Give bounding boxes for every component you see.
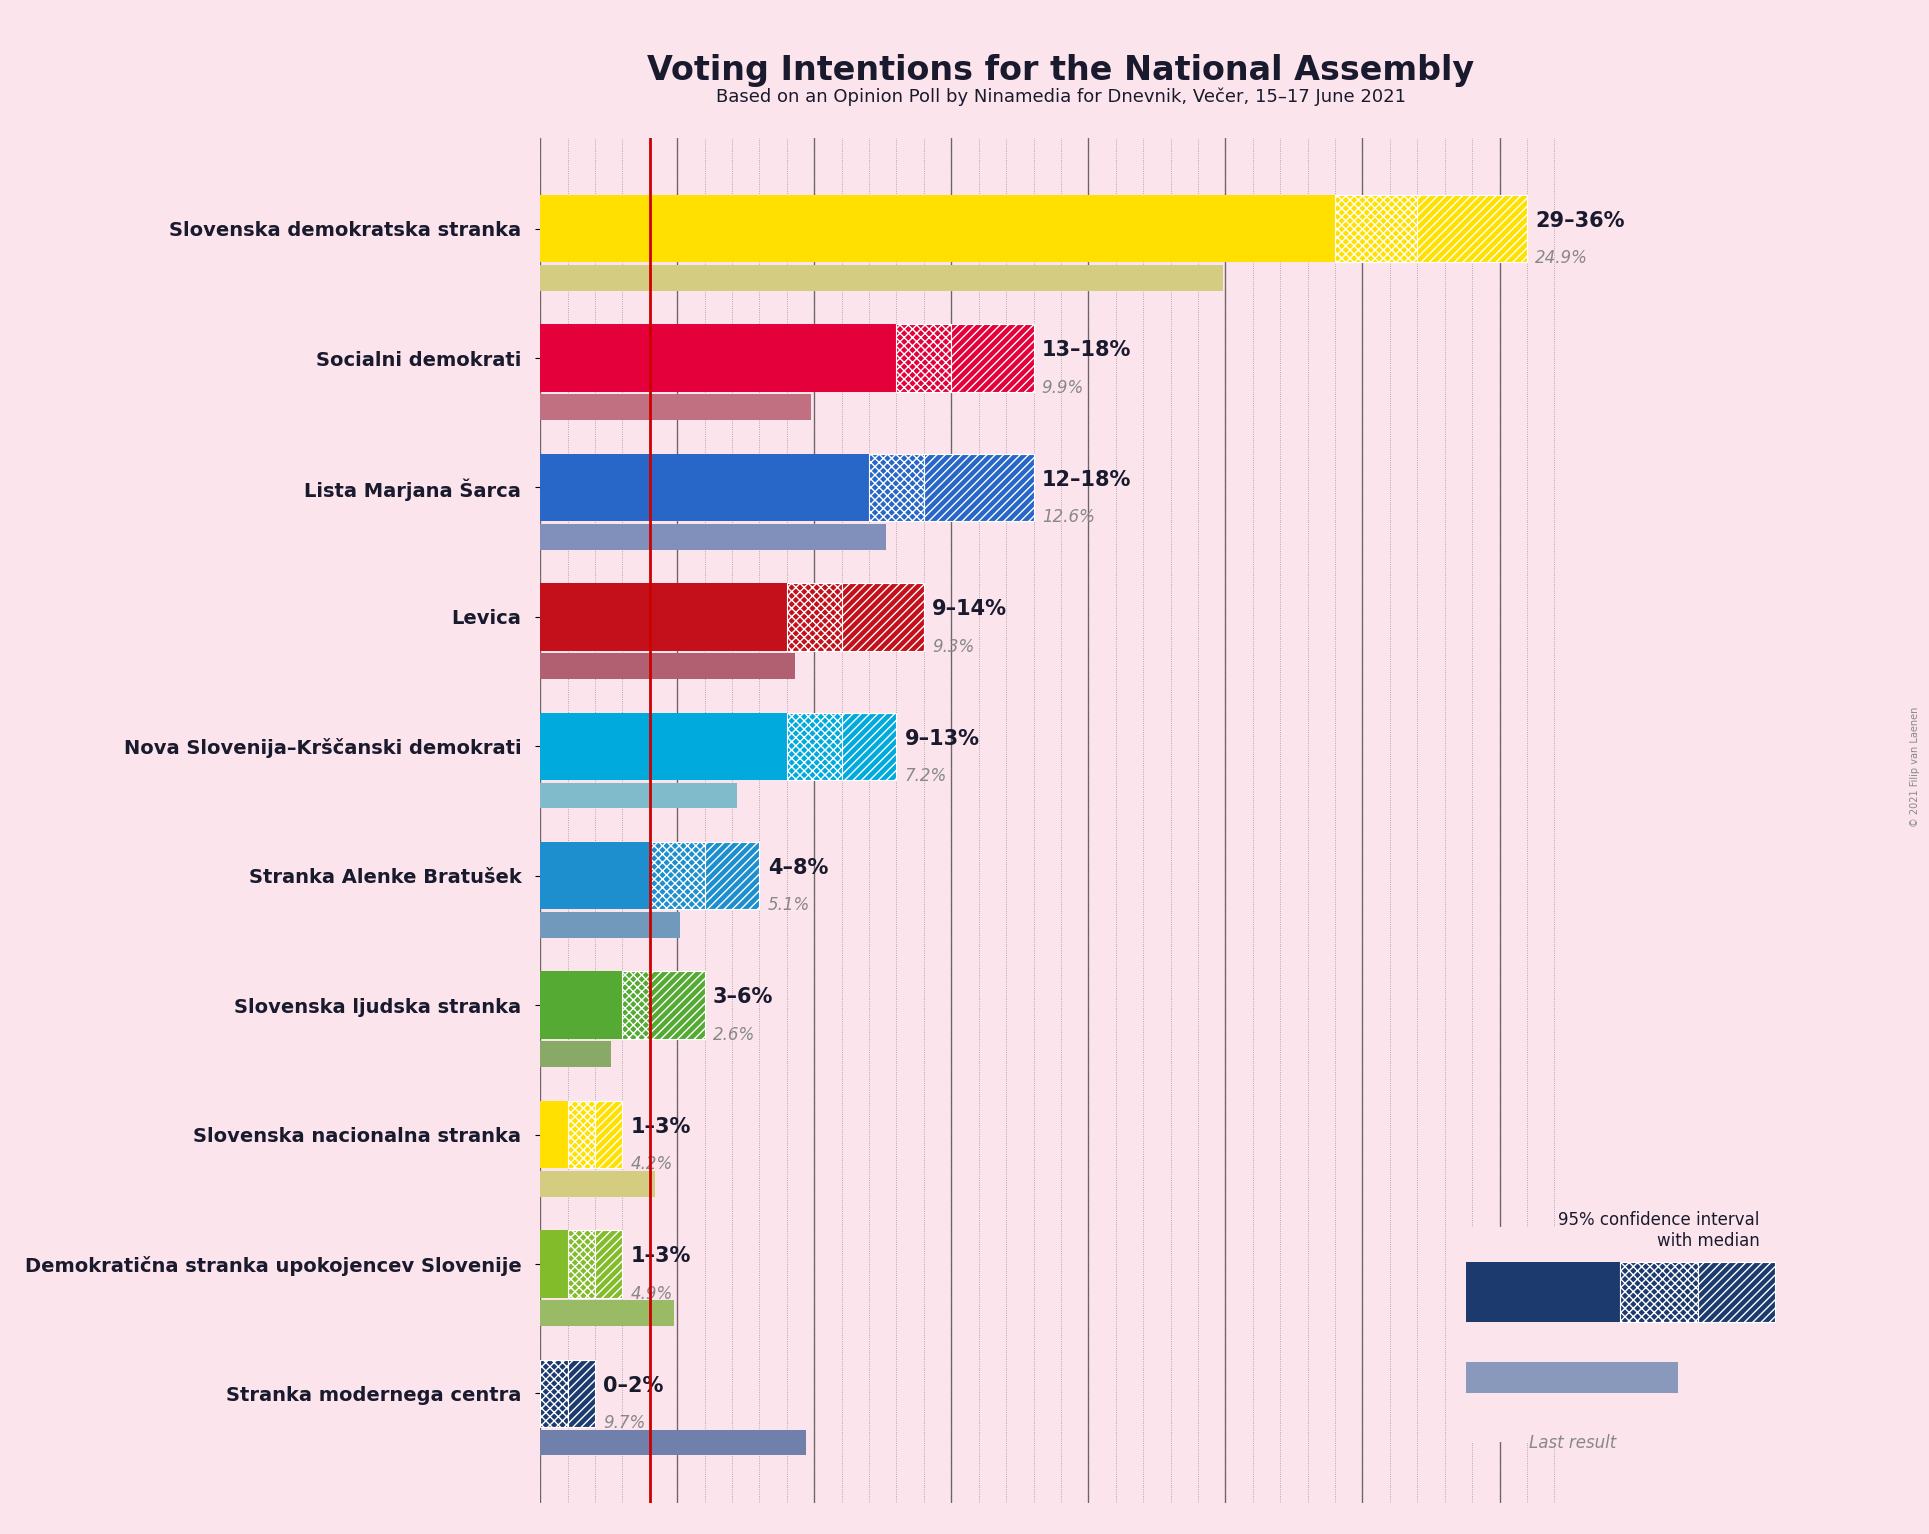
Bar [650,842,704,910]
Text: 4–8%: 4–8% [768,858,828,877]
Text: 9–14%: 9–14% [932,600,1007,620]
Text: 9–13%: 9–13% [905,729,980,749]
Text: 1–3%: 1–3% [631,1117,691,1137]
Text: 95% confidence interval
with median: 95% confidence interval with median [1559,1212,1759,1250]
Text: 4.9%: 4.9% [631,1284,673,1302]
Bar [623,971,650,1039]
Bar [540,1230,567,1298]
Bar [540,842,650,910]
Bar [540,394,812,420]
Text: 9.3%: 9.3% [932,638,974,655]
Bar [540,971,623,1039]
Bar [1620,1261,1698,1322]
Bar [841,713,897,779]
Bar [897,324,951,391]
Bar [540,454,870,522]
Bar [540,911,679,937]
Bar [540,1301,675,1325]
Text: 1–3%: 1–3% [631,1246,691,1266]
Text: 12–18%: 12–18% [1042,469,1130,489]
Bar [567,1101,594,1169]
Text: 4.2%: 4.2% [631,1155,673,1174]
Text: 24.9%: 24.9% [1535,250,1588,267]
Text: Voting Intentions for the National Assembly: Voting Intentions for the National Assem… [648,54,1474,87]
Bar [540,713,787,779]
Text: 5.1%: 5.1% [768,896,810,914]
Bar [540,324,897,391]
Text: 9.9%: 9.9% [1042,379,1084,397]
Bar [787,583,841,650]
Bar [540,1101,567,1169]
Bar [540,583,787,650]
Bar [567,1359,594,1427]
Bar [1698,1261,1775,1322]
Text: © 2021 Filip van Laenen: © 2021 Filip van Laenen [1910,707,1921,827]
Bar [650,971,704,1039]
Text: 12.6%: 12.6% [1042,508,1094,526]
Bar [540,782,737,808]
Bar [787,713,841,779]
Text: 3–6%: 3–6% [714,988,774,1008]
Text: 13–18%: 13–18% [1042,341,1130,360]
Text: Last result: Last result [1528,1434,1617,1453]
Text: 29–36%: 29–36% [1535,210,1624,232]
Bar [704,842,760,910]
Bar [540,195,1335,262]
Bar [1418,195,1528,262]
Bar [567,1230,594,1298]
Bar [540,523,885,549]
Bar [540,265,1223,291]
Text: Based on an Opinion Poll by Ninamedia for Dnevnik, Večer, 15–17 June 2021: Based on an Opinion Poll by Ninamedia fo… [716,87,1406,106]
Bar [1466,1261,1620,1322]
Bar [540,1042,611,1068]
Bar [1466,1362,1678,1393]
Text: 2.6%: 2.6% [714,1026,754,1043]
Bar [540,1170,656,1197]
Text: 7.2%: 7.2% [905,767,947,785]
Text: 9.7%: 9.7% [604,1414,646,1433]
Bar [1335,195,1418,262]
Bar [870,454,924,522]
Text: 0–2%: 0–2% [604,1376,664,1396]
Bar [540,1359,567,1427]
Bar [594,1230,623,1298]
Bar [594,1101,623,1169]
Bar [841,583,924,650]
Bar [540,653,795,680]
Bar [951,324,1034,391]
Bar [924,454,1034,522]
Bar [540,1430,806,1456]
